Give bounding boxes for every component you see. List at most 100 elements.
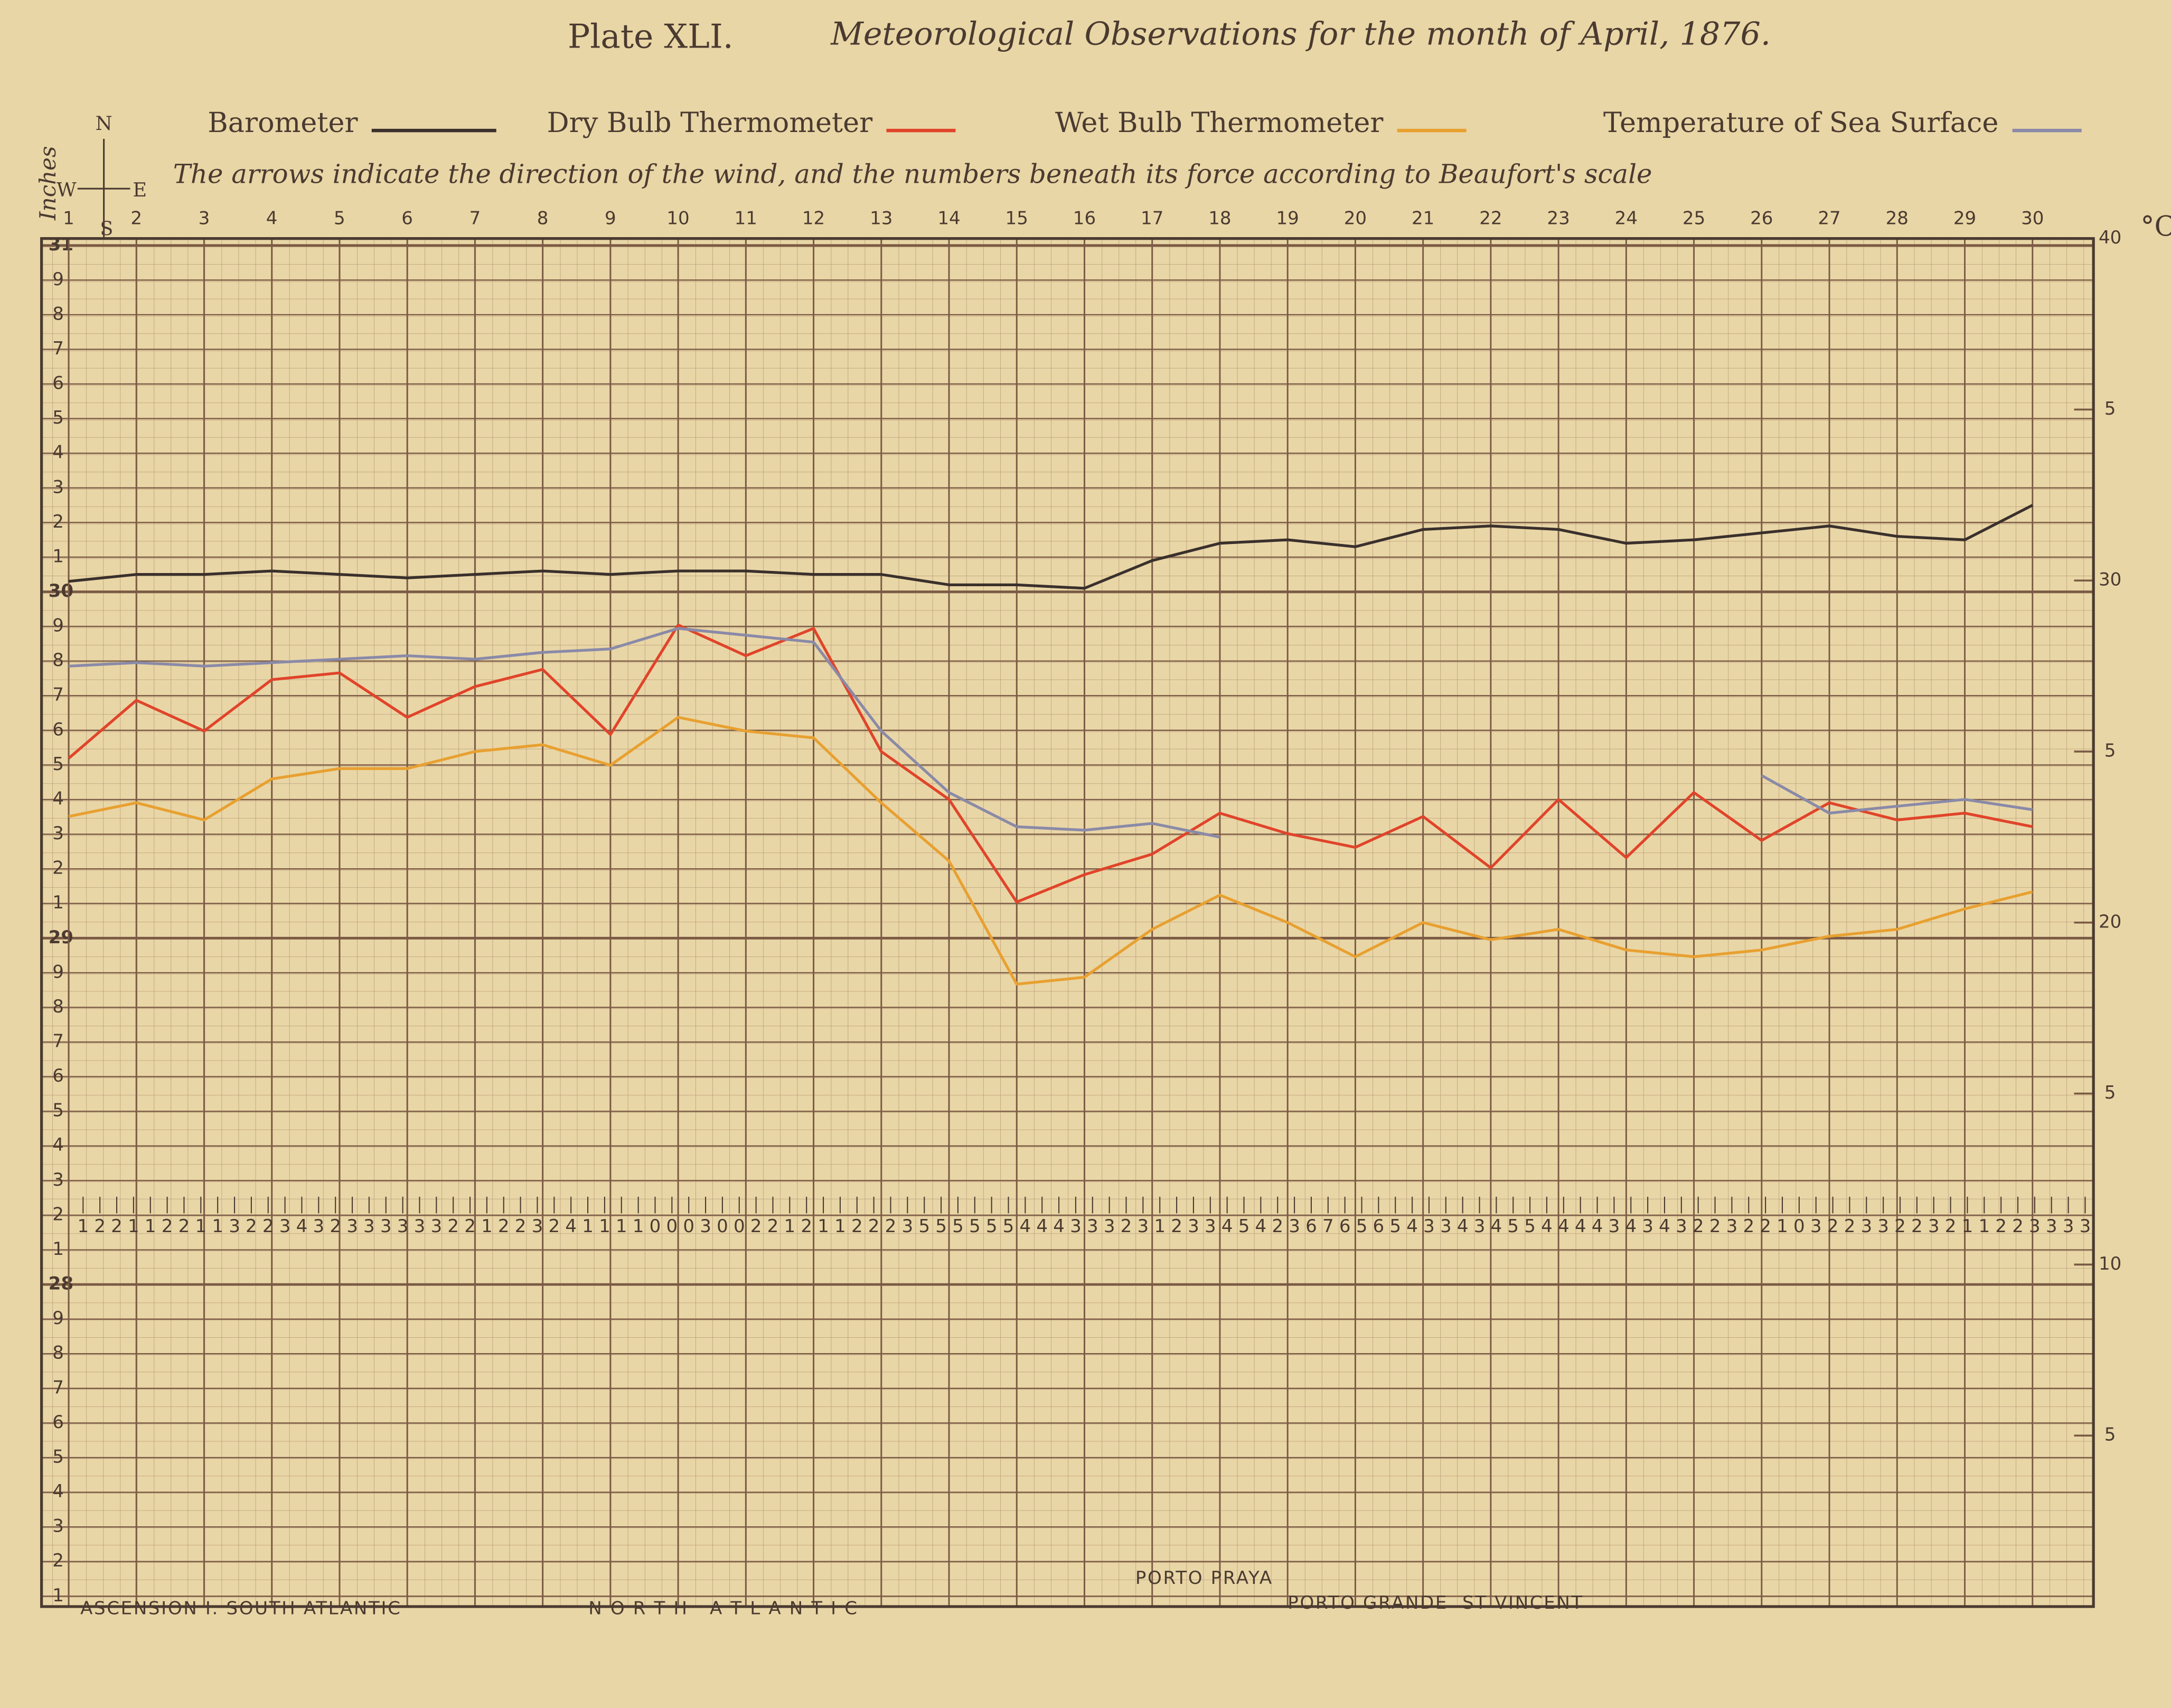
wind-force: 2 [851, 1216, 863, 1237]
wind-force: 2 [464, 1216, 476, 1237]
y-tick-label: 4 [52, 442, 64, 463]
wind-force: 6 [1373, 1216, 1385, 1237]
chart-title: Meteorological Observations for the mont… [830, 15, 1771, 52]
y2-tick-label: 5 [2104, 1424, 2116, 1446]
wind-force: 4 [1221, 1216, 1233, 1237]
y-tick-label: 30 [49, 580, 73, 602]
x-tick-label: 17 [1141, 208, 1163, 229]
wind-force: 4 [1406, 1216, 1418, 1237]
wind-force: 1 [212, 1216, 223, 1237]
wind-force: 2 [262, 1216, 274, 1237]
wind-force: 5 [986, 1216, 998, 1237]
y-tick-label: 7 [52, 1377, 64, 1398]
wind-force: 2 [515, 1216, 527, 1237]
wind-force: 1 [1962, 1216, 1973, 1237]
wind-force: 4 [296, 1216, 308, 1237]
wind-force: 3 [1138, 1216, 1149, 1237]
plot: 1234567892812345678929123456789301234567… [40, 107, 2121, 1619]
wind-force: 2 [447, 1216, 459, 1237]
y2-tick-label: 30 [2099, 569, 2121, 590]
wind-force: 6 [1305, 1216, 1317, 1237]
x-tick-label: 8 [537, 208, 549, 229]
wind-force: 2 [1693, 1216, 1704, 1237]
wind-force: 3 [1474, 1216, 1486, 1237]
compass-w: W [57, 179, 77, 201]
wind-force: 1 [616, 1216, 627, 1237]
x-tick-label: 10 [666, 208, 689, 229]
wind-force: 4 [1558, 1216, 1569, 1237]
wind-force: 3 [1188, 1216, 1199, 1237]
wind-force: 3 [1676, 1216, 1687, 1237]
x-tick-label: 27 [1818, 208, 1840, 229]
y-tick-label: 2 [52, 1204, 64, 1225]
y-tick-label: 4 [52, 1134, 64, 1156]
wind-force: 3 [229, 1216, 240, 1237]
wind-force: 2 [885, 1216, 897, 1237]
y-tick-label: 9 [52, 961, 64, 982]
wind-force: 2 [246, 1216, 257, 1237]
wind-force: 3 [279, 1216, 291, 1237]
wind-force: 1 [1777, 1216, 1788, 1237]
x-tick-label: 15 [1005, 208, 1028, 229]
wind-force: 2 [767, 1216, 779, 1237]
wind-force: 3 [397, 1216, 409, 1237]
wind-force: 3 [1423, 1216, 1435, 1237]
wind-force: 2 [548, 1216, 560, 1237]
y-axis-label: Inches [35, 146, 61, 221]
wind-force: 4 [1575, 1216, 1586, 1237]
x-tick-label: 9 [605, 208, 616, 229]
wind-force: 3 [902, 1216, 914, 1237]
x-tick-label: 20 [1344, 208, 1367, 229]
y-tick-label: 5 [52, 754, 64, 775]
y-tick-label: 28 [49, 1273, 73, 1294]
wind-force: 1 [784, 1216, 796, 1237]
wind-force: 2 [1911, 1216, 1923, 1237]
wind-force: 2 [1709, 1216, 1721, 1237]
wind-force: 2 [178, 1216, 190, 1237]
wind-force: 2 [1827, 1216, 1839, 1237]
wind-force: 4 [1020, 1216, 1031, 1237]
x-tick-label: 25 [1683, 208, 1705, 229]
x-tick-label: 4 [266, 208, 278, 229]
wind-force: 5 [952, 1216, 964, 1237]
x-tick-label: 14 [937, 208, 960, 229]
x-tick-label: 21 [1412, 208, 1434, 229]
wind-force: 5 [935, 1216, 947, 1237]
y-tick-label: 4 [52, 788, 64, 809]
y-tick-label: 8 [52, 650, 64, 671]
wind-force: 4 [1491, 1216, 1502, 1237]
compass-e: E [133, 179, 147, 201]
x-tick-label: 1 [63, 208, 74, 229]
wind-force: 3 [1087, 1216, 1098, 1237]
wind-force: 5 [1524, 1216, 1536, 1237]
wind-force: 2 [801, 1216, 812, 1237]
wind-force: 3 [1810, 1216, 1822, 1237]
wind-force: 1 [1978, 1216, 1990, 1237]
wind-force: 3 [1070, 1216, 1082, 1237]
y-tick-label: 3 [52, 1169, 64, 1190]
wind-force: 2 [94, 1216, 106, 1237]
series-line [68, 627, 2033, 839]
wind-force: 3 [1289, 1216, 1300, 1237]
series-line [68, 623, 2033, 904]
wind-force: 3 [532, 1216, 543, 1237]
wind-force: 3 [2046, 1216, 2057, 1237]
wind-force: 4 [1255, 1216, 1267, 1237]
y-tick-label: 2 [52, 1550, 64, 1571]
x-tick-label: 12 [802, 208, 825, 229]
wind-force: 5 [1238, 1216, 1250, 1237]
wind-force: 1 [77, 1216, 89, 1237]
wind-force: 1 [195, 1216, 206, 1237]
wind-force: 3 [363, 1216, 375, 1237]
wind-force: 2 [1995, 1216, 2007, 1237]
place-label: PORTO GRANDE ST VINCENT [1287, 1592, 1584, 1613]
plate: Plate XLI. [568, 17, 734, 56]
wind-force: 2 [1945, 1216, 1957, 1237]
y-tick-label: 3 [52, 476, 64, 498]
legend-label: Barometer [208, 107, 358, 139]
x-tick-label: 28 [1886, 208, 1909, 229]
wind-force: 2 [111, 1216, 123, 1237]
y-tick-label: 8 [52, 303, 64, 324]
y-tick-label: 29 [49, 927, 73, 948]
x-tick-label: 3 [199, 208, 210, 229]
